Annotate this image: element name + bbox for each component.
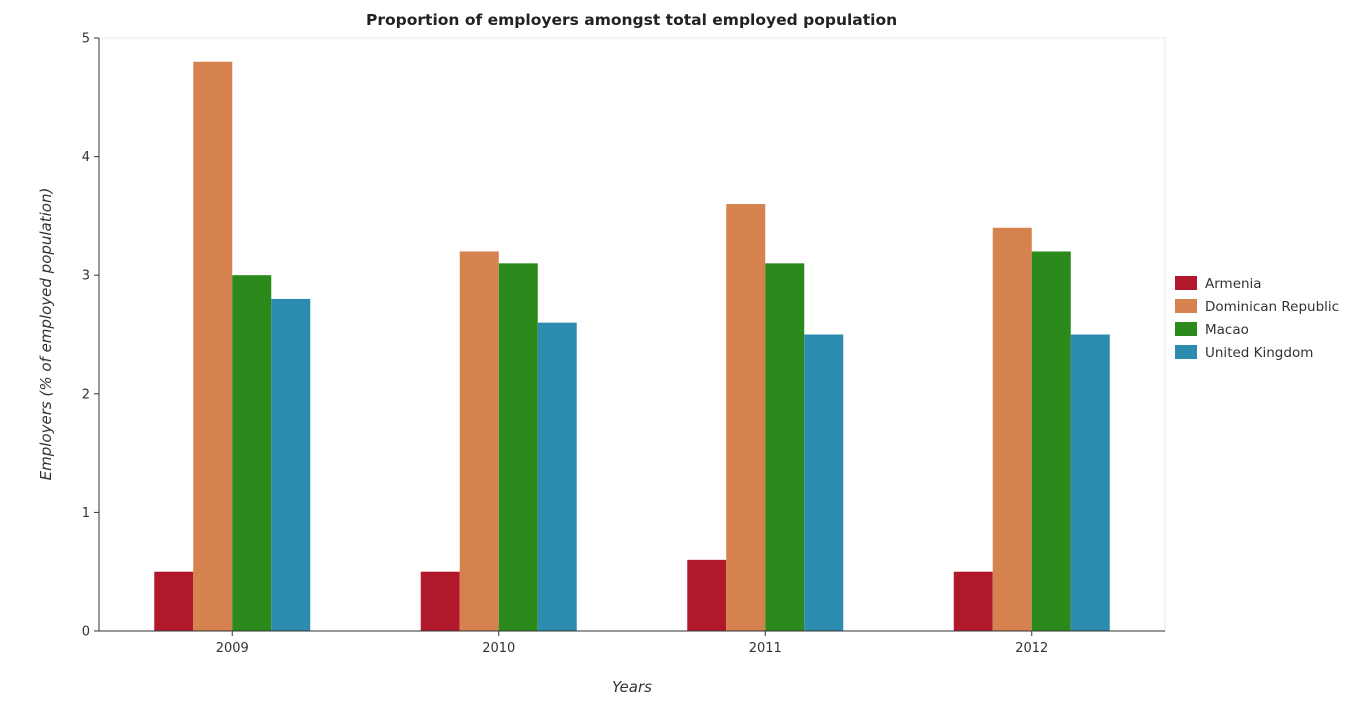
x-tick-label-2009: 2009 bbox=[216, 641, 249, 656]
bar-armenia-2012 bbox=[953, 571, 993, 631]
y-tick-label: 1 bbox=[82, 506, 90, 521]
bar-macao-2009 bbox=[232, 275, 272, 631]
legend-swatch-united-kingdom bbox=[1175, 345, 1197, 359]
bar-dominican-republic-2010 bbox=[459, 251, 499, 632]
chart-title: Proportion of employers amongst total em… bbox=[366, 11, 897, 29]
bar-macao-2010 bbox=[498, 263, 538, 631]
legend: Armenia Dominican Republic Macao United Kin… bbox=[1175, 276, 1339, 361]
x-tick-label-2012: 2012 bbox=[1015, 641, 1048, 656]
legend-swatch-armenia bbox=[1175, 276, 1197, 290]
legend-label-macao: Macao bbox=[1205, 322, 1249, 338]
y-axis-title: Employers (% of employed population) bbox=[37, 188, 55, 481]
x-axis-title: Years bbox=[612, 678, 652, 696]
y-tick-label: 2 bbox=[82, 387, 90, 402]
y-tick-label: 3 bbox=[82, 269, 90, 284]
legend-label-armenia: Armenia bbox=[1205, 276, 1262, 292]
bars-group bbox=[154, 61, 1110, 632]
x-tick-label-2010: 2010 bbox=[482, 641, 515, 656]
legend-label-united-kingdom: United Kingdom bbox=[1205, 345, 1313, 361]
bar-dominican-republic-2009 bbox=[193, 61, 233, 632]
legend-label-dominican-republic: Dominican Republic bbox=[1205, 299, 1339, 315]
bar-armenia-2010 bbox=[420, 571, 460, 631]
legend-swatch-macao bbox=[1175, 322, 1197, 336]
bar-united-kingdom-2011 bbox=[804, 334, 844, 631]
y-tick-label: 0 bbox=[82, 625, 90, 640]
y-tick-label: 4 bbox=[82, 150, 90, 165]
bar-united-kingdom-2009 bbox=[271, 298, 311, 631]
bar-united-kingdom-2012 bbox=[1070, 334, 1110, 631]
legend-swatch-dominican-republic bbox=[1175, 299, 1197, 313]
x-tick-label-2011: 2011 bbox=[749, 641, 782, 656]
y-tick-label: 5 bbox=[82, 32, 90, 47]
bar-macao-2012 bbox=[1031, 251, 1071, 632]
y-axis: 0 1 2 3 4 5 bbox=[82, 32, 100, 640]
bar-dominican-republic-2012 bbox=[992, 227, 1032, 631]
bar-armenia-2011 bbox=[687, 559, 727, 631]
bar-armenia-2009 bbox=[154, 571, 194, 631]
bar-macao-2011 bbox=[765, 263, 805, 631]
x-axis: 2009 2010 2011 2012 bbox=[99, 630, 1165, 656]
bar-united-kingdom-2010 bbox=[537, 322, 577, 631]
bar-dominican-republic-2011 bbox=[726, 204, 766, 632]
